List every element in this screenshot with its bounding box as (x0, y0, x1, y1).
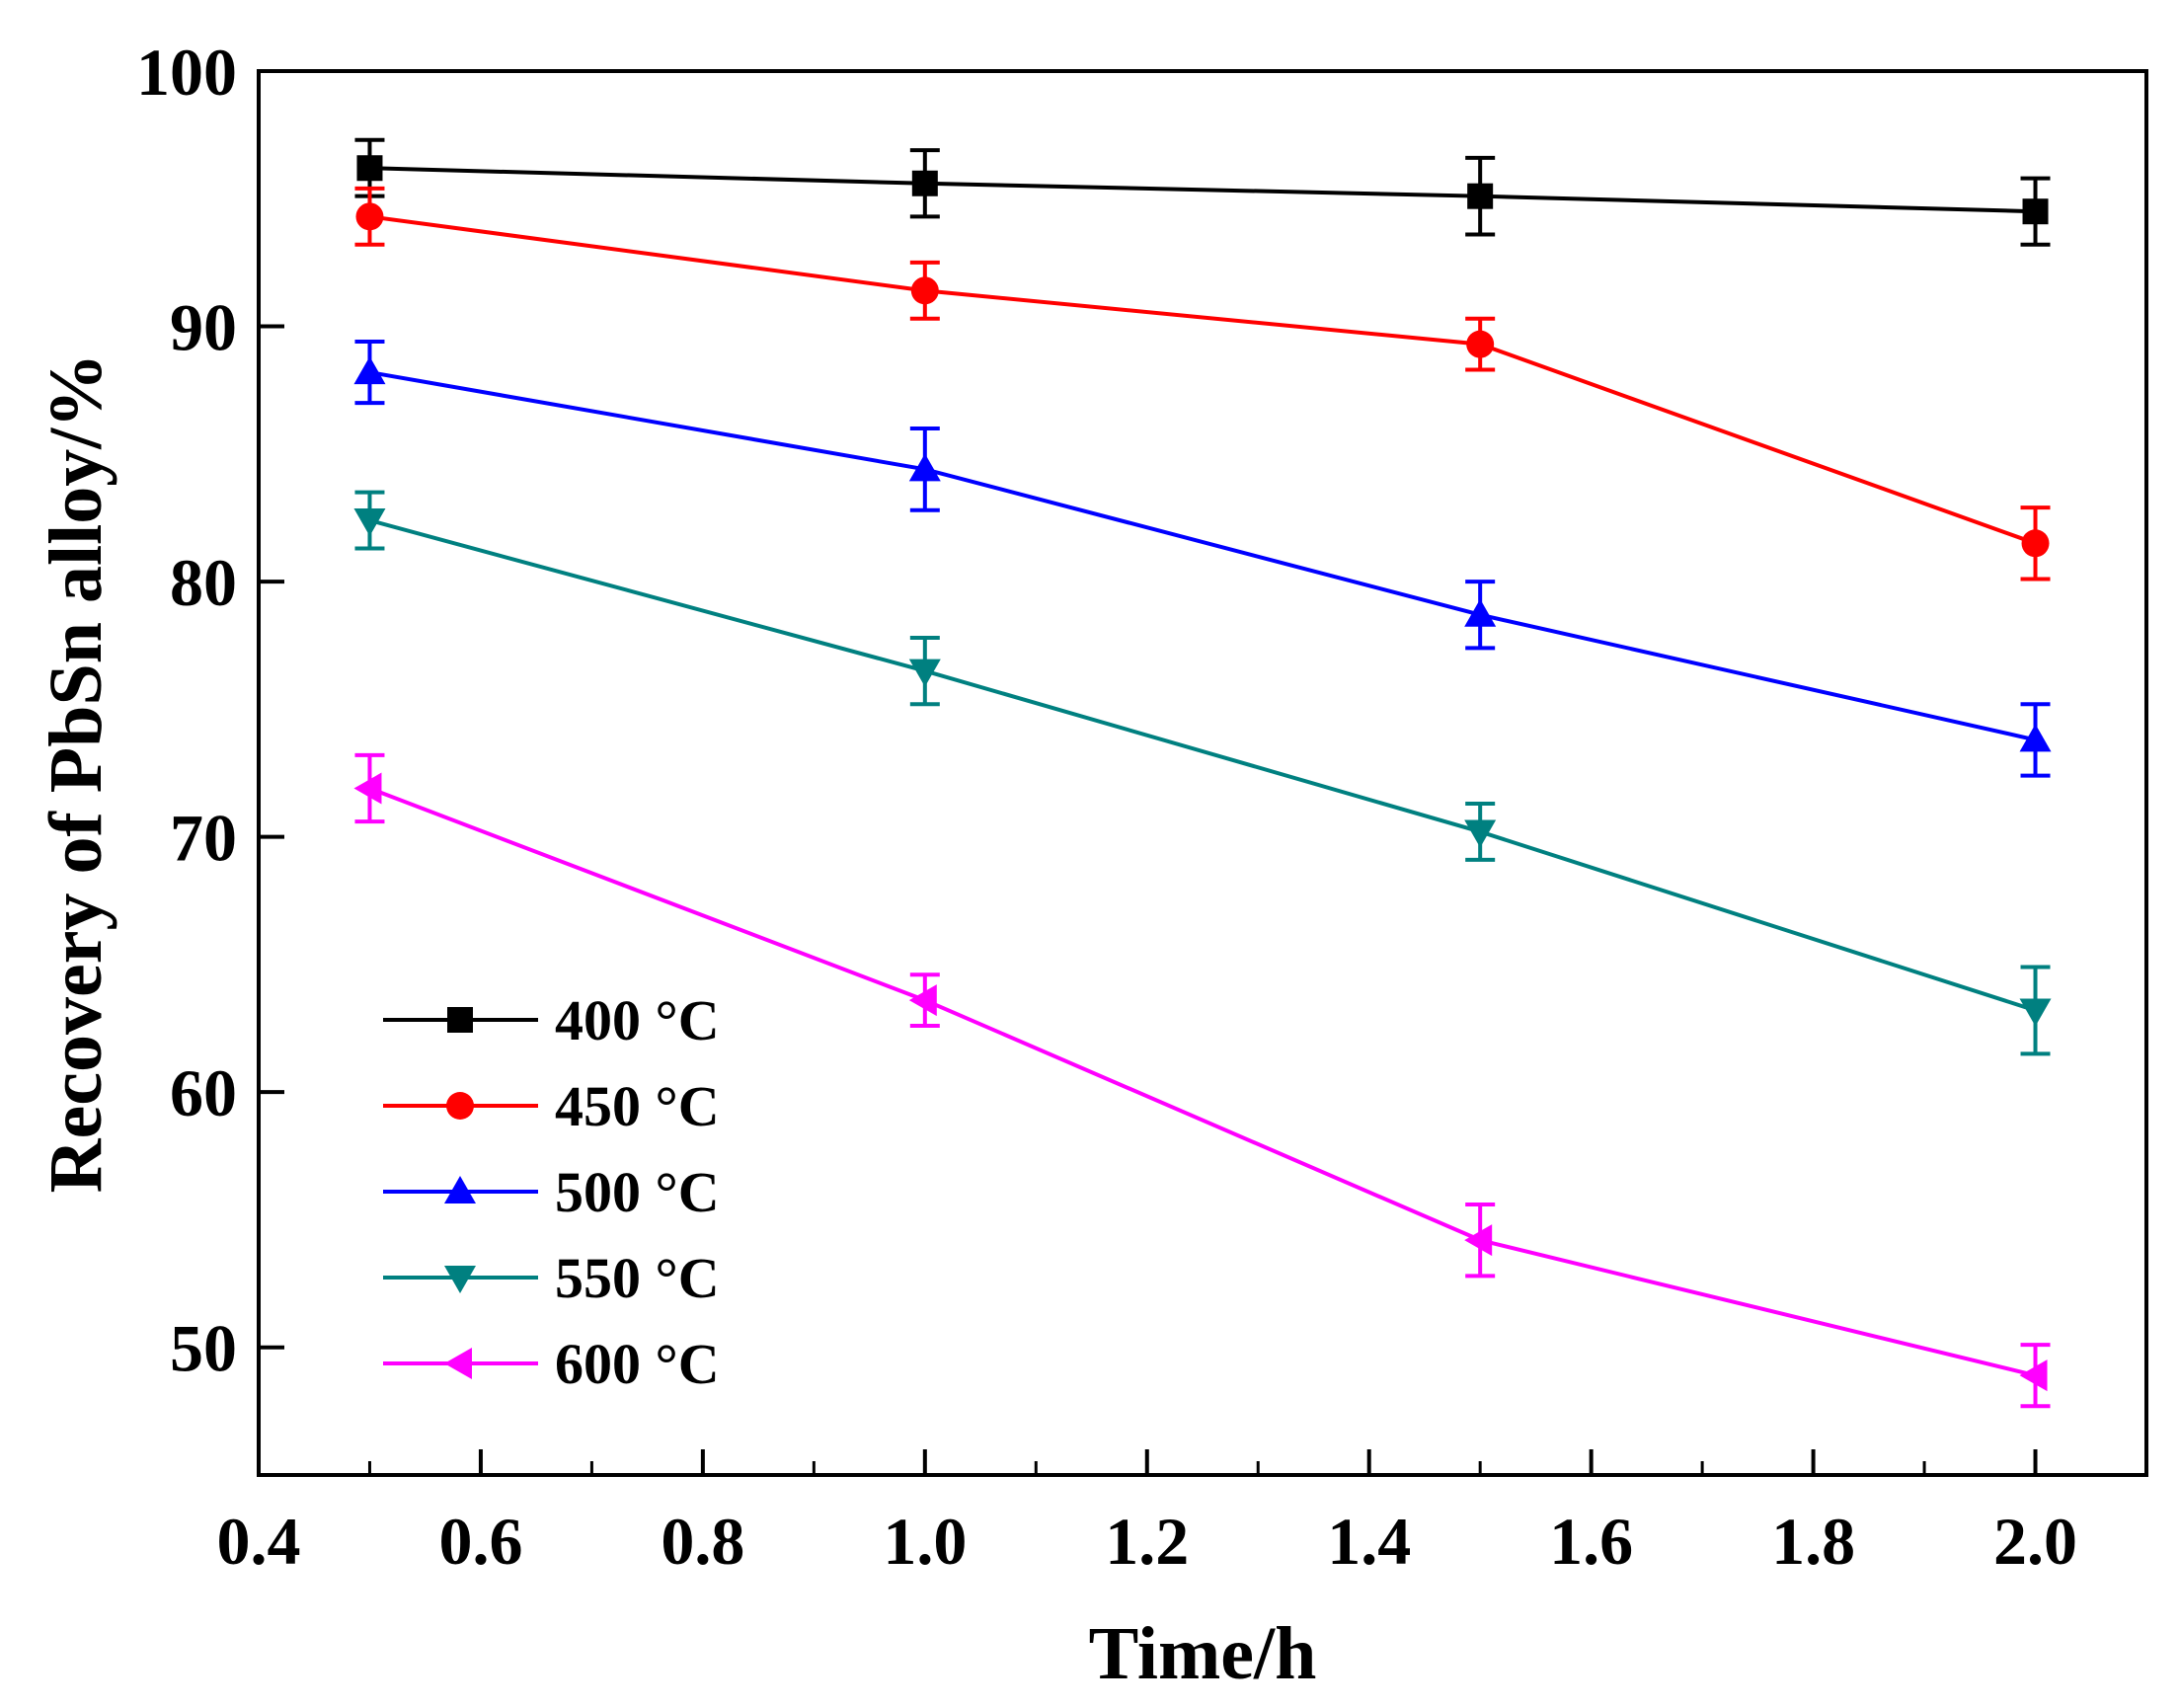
data-point (908, 659, 941, 687)
x-tick-label: 0.8 (661, 1504, 744, 1579)
legend-item-3: 550 °C (383, 1246, 720, 1310)
x-tick-label: 0.6 (438, 1504, 522, 1579)
data-point (356, 155, 383, 182)
legend-marker (444, 1176, 476, 1203)
data-point (355, 202, 384, 231)
legend: 400 °C 450 °C 500 °C 550 °C 600 °C (383, 988, 720, 1396)
x-axis-title: Time/h (1089, 1612, 1317, 1695)
series-line (368, 786, 2037, 1378)
plot-area-border (257, 69, 2148, 1477)
data-point (2022, 198, 2049, 225)
series-line (369, 166, 2036, 214)
data-point (1466, 330, 1495, 358)
data-point (1467, 183, 1494, 209)
data-point (353, 356, 386, 385)
data-point (2019, 998, 2052, 1027)
x-tick-label: 1.8 (1771, 1504, 1855, 1579)
legend-label: 600 °C (555, 1332, 720, 1396)
series-group (353, 137, 2052, 1409)
legend-marker (447, 1007, 473, 1033)
y-axis-tick-labels: 50 60 70 80 90 100 (136, 35, 237, 1386)
legend-label: 400 °C (555, 988, 720, 1052)
y-axis-title: Recovery of PbSn alloy/% (35, 353, 117, 1194)
x-tick-label: 1.0 (883, 1504, 967, 1579)
data-point (2019, 724, 2052, 752)
y-tick-label: 80 (170, 545, 237, 620)
legend-item-2: 500 °C (383, 1160, 720, 1224)
series-line (369, 214, 2037, 546)
series-line (368, 518, 2037, 1013)
data-point (2021, 529, 2050, 558)
legend-marker (444, 1266, 476, 1293)
y-tick-label: 70 (170, 801, 237, 876)
data-point (1464, 819, 1497, 848)
data-point (2019, 1359, 2048, 1392)
data-point (1464, 598, 1497, 627)
y-tick-label: 60 (170, 1055, 237, 1130)
data-point (1464, 1224, 1493, 1257)
x-axis-ticks (257, 1449, 2038, 1475)
x-tick-label: 2.0 (1993, 1504, 2077, 1579)
series-1 (354, 186, 2051, 582)
data-point (908, 453, 941, 482)
series-0 (354, 137, 2051, 247)
series-3 (353, 490, 2052, 1056)
series-line (369, 370, 2036, 742)
legend-label: 550 °C (555, 1246, 720, 1310)
legend-marker (444, 1348, 472, 1379)
legend-label: 450 °C (555, 1074, 720, 1138)
legend-marker (446, 1092, 474, 1120)
y-axis-ticks (259, 69, 284, 1350)
y-tick-label: 100 (136, 35, 237, 110)
x-tick-label: 1.6 (1549, 1504, 1633, 1579)
x-tick-label: 1.2 (1105, 1504, 1189, 1579)
legend-label: 500 °C (555, 1160, 720, 1224)
data-point (353, 508, 386, 537)
x-axis-tick-labels: 0.4 0.6 0.8 1.0 1.2 1.4 1.6 1.8 2.0 (217, 1504, 2078, 1579)
legend-item-0: 400 °C (383, 988, 720, 1052)
legend-item-4: 600 °C (383, 1332, 720, 1396)
data-point (911, 170, 938, 196)
legend-item-1: 450 °C (383, 1074, 720, 1138)
plot-frame (257, 69, 2148, 1477)
data-point (910, 276, 939, 305)
x-tick-label: 1.4 (1327, 1504, 1411, 1579)
y-tick-label: 90 (170, 290, 237, 365)
series-4 (353, 752, 2051, 1409)
data-point (353, 772, 382, 805)
x-tick-label: 0.4 (217, 1504, 301, 1579)
y-tick-label: 50 (170, 1311, 237, 1386)
data-point (908, 984, 937, 1017)
series-2 (353, 340, 2052, 778)
